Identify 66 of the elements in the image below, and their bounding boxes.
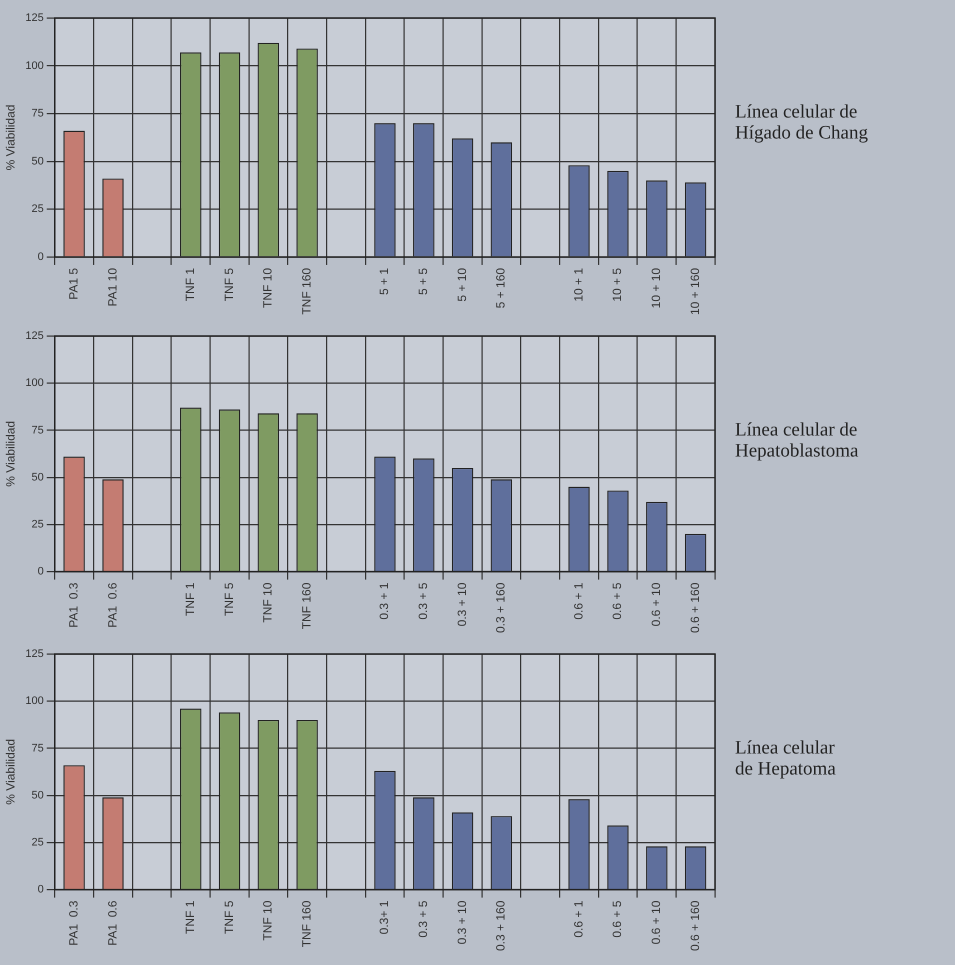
x-tick-label: TNF 1: [183, 582, 197, 616]
x-tick-label: TNF 160: [300, 582, 314, 630]
x-tick-label: TNF 160: [300, 900, 314, 948]
x-tick-label: TNF 160: [300, 268, 314, 315]
x-tick-label: 5 + 10: [454, 268, 469, 302]
y-tick-label: 0: [38, 250, 44, 263]
x-tick-label: PA1 0.3: [66, 582, 80, 628]
y-tick-label: 100: [25, 377, 44, 390]
x-tick-label: 0.3 + 160: [494, 582, 508, 634]
text: Línea celular de Hepatoma: [735, 737, 836, 780]
x-tick-label: TNF 5: [222, 900, 236, 934]
x-tick-label: 10 + 160: [688, 268, 702, 315]
y-tick-label: 75: [32, 108, 44, 120]
x-tick-label: TNF 1: [183, 900, 197, 934]
x-tick-label: 0.3 + 1: [377, 582, 392, 620]
y-tick-label: 0: [38, 566, 44, 578]
y-tick-label: 50: [32, 789, 44, 802]
y-tick-label: 125: [25, 648, 44, 660]
y-tick-label: 75: [32, 424, 44, 436]
y-tick-label: 50: [32, 471, 44, 484]
y-axis-title: % Viabilidad: [4, 104, 18, 170]
y-tick-label: 25: [32, 203, 44, 216]
x-tick-label: 0.3 + 5: [416, 900, 430, 938]
x-tick-label: 10 + 1: [571, 268, 586, 302]
y-tick-label: 100: [25, 695, 44, 708]
x-tick-label: PA1 10: [105, 268, 120, 306]
x-tick-label: 0.3 + 10: [454, 900, 469, 944]
x-tick-label: TNF 10: [260, 582, 275, 623]
x-tick-label: 0.6 + 1: [571, 582, 586, 620]
x-tick-label: PA1 0.6: [105, 582, 120, 628]
y-tick-label: 125: [25, 330, 44, 342]
y-axis-title: % Viabilidad: [4, 420, 18, 487]
x-tick-label: 10 + 5: [610, 268, 624, 302]
x-tick-label: 0.3 + 5: [416, 582, 430, 620]
y-tick-label: 0: [38, 884, 44, 896]
x-tick-label: 0.6 + 10: [649, 582, 664, 626]
y-tick-label: 50: [32, 155, 44, 168]
x-tick-label: PA1 0.6: [105, 900, 120, 946]
x-tick-label: 0.3+ 1: [377, 900, 392, 934]
x-tick-label: TNF 5: [222, 268, 236, 302]
y-tick-label: 25: [32, 836, 44, 849]
x-tick-label: 0.6 + 5: [610, 582, 624, 620]
y-tick-label: 125: [25, 12, 44, 24]
x-tick-label: TNF 1: [183, 268, 197, 302]
y-tick-label: 25: [32, 518, 44, 531]
x-tick-label: 0.6 + 1: [571, 900, 586, 938]
text: Línea celular de Hepatoblastoma: [735, 419, 860, 462]
x-tick-label: 5 + 1: [377, 268, 392, 295]
x-tick-label: 0.6 + 10: [649, 900, 664, 944]
x-tick-label: PA1 0.3: [66, 900, 80, 946]
x-tick-label: 0.3 + 160: [494, 900, 508, 952]
x-tick-label: 0.6 + 5: [610, 900, 624, 938]
x-tick-label: 0.6 + 160: [688, 900, 702, 952]
x-tick-label: 5 + 160: [494, 268, 508, 308]
x-tick-label: TNF 10: [260, 900, 275, 941]
x-tick-label: PA1 5: [66, 268, 80, 300]
x-tick-label: 10 + 10: [649, 268, 664, 308]
y-tick-label: 75: [32, 742, 44, 754]
x-tick-label: TNF 10: [260, 268, 275, 308]
y-axis-title: % Viabilidad: [4, 738, 18, 805]
x-tick-label: TNF 5: [222, 582, 236, 616]
x-tick-label: 0.6 + 160: [688, 582, 702, 634]
x-tick-label: 0.3 + 10: [454, 582, 469, 626]
x-tick-label: 5 + 5: [416, 268, 430, 295]
y-tick-label: 100: [25, 60, 44, 72]
text: Línea celular de Hígado de Chang: [735, 101, 868, 144]
